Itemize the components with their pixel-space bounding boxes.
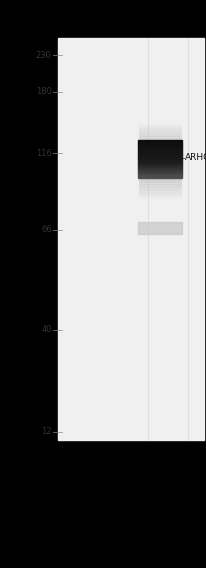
Bar (139, 178, 181, 180)
Bar (139, 188, 181, 190)
Bar (138, 141, 182, 143)
Bar (138, 158, 182, 159)
Text: 180: 180 (36, 87, 52, 97)
Bar (138, 163, 182, 164)
Text: ARHGEF2: ARHGEF2 (185, 153, 206, 162)
Bar (138, 145, 182, 147)
Bar (139, 136, 181, 138)
Bar (138, 166, 182, 168)
Bar (138, 165, 182, 166)
Bar (138, 149, 182, 150)
Bar (138, 150, 182, 152)
Bar (138, 168, 182, 169)
Bar (139, 126, 181, 128)
Bar (138, 164, 182, 165)
Bar (138, 172, 182, 173)
Bar (139, 134, 181, 136)
Bar (139, 138, 181, 140)
Bar (139, 186, 181, 188)
Text: 12: 12 (41, 428, 52, 436)
Bar (138, 160, 182, 161)
Text: 116: 116 (36, 148, 52, 157)
Bar (138, 161, 182, 163)
Bar (138, 147, 182, 148)
Bar (139, 132, 181, 134)
Bar (139, 124, 181, 126)
Bar (139, 190, 181, 192)
Bar (138, 159, 182, 160)
Bar (139, 180, 181, 182)
Bar (138, 174, 182, 176)
Bar (138, 169, 182, 170)
Text: 66: 66 (41, 225, 52, 235)
Bar (138, 170, 182, 172)
Bar (138, 222, 182, 234)
Bar (138, 153, 182, 154)
Bar (138, 155, 182, 156)
Bar (138, 152, 182, 153)
Bar (138, 173, 182, 174)
Bar (138, 177, 182, 178)
Bar (139, 182, 181, 184)
Bar (138, 154, 182, 155)
Bar (138, 143, 182, 144)
Bar (138, 176, 182, 177)
Bar (138, 140, 182, 141)
Bar (138, 144, 182, 145)
Bar (58, 38, 204, 440)
Bar (139, 128, 181, 130)
Bar (139, 196, 181, 198)
Text: 40: 40 (41, 325, 52, 335)
Bar (138, 156, 182, 158)
Bar (138, 148, 182, 149)
Text: 230: 230 (36, 51, 52, 60)
Bar (139, 192, 181, 194)
Bar (139, 184, 181, 186)
Bar (139, 130, 181, 132)
Bar (139, 194, 181, 196)
